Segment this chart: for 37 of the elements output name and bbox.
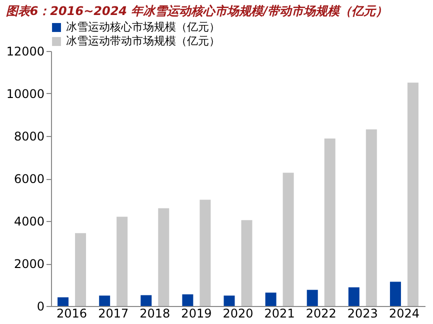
bar: [58, 297, 69, 306]
y-tick-label: 12000: [6, 44, 44, 58]
bar: [282, 172, 294, 306]
y-tick-label: 8000: [14, 130, 44, 144]
x-tick-label: 2021: [264, 306, 295, 320]
bar: [75, 233, 86, 306]
bar: [366, 129, 377, 306]
x-tick-label: 2016: [56, 306, 88, 320]
bar: [390, 282, 401, 306]
y-tick-label: 6000: [14, 172, 44, 186]
y-tick-label: 4000: [14, 214, 44, 228]
bar: [158, 208, 170, 306]
x-tick-label: 2020: [222, 306, 254, 320]
y-tick-label: 0: [36, 300, 44, 314]
legend-label: 冰雪运动核心市场规模（亿元）: [66, 20, 220, 34]
bar: [407, 82, 418, 306]
bar: [182, 294, 194, 306]
x-tick-label: 2018: [140, 306, 170, 320]
y-tick-label: 10000: [6, 87, 44, 101]
bar: [116, 216, 128, 306]
x-tick-label: 2024: [388, 306, 420, 320]
x-tick-label: 2023: [347, 306, 378, 320]
bar: [306, 290, 318, 306]
bar: [224, 296, 235, 306]
bar: [265, 292, 276, 306]
y-tick-label: 2000: [14, 257, 44, 271]
chart-title: 图表6：2016~2024 年冰雪运动核心市场规模/带动市场规模（亿元）: [6, 4, 388, 18]
x-tick-label: 2019: [181, 306, 212, 320]
bar: [99, 296, 110, 306]
bar: [200, 200, 211, 306]
legend-label: 冰雪运动带动市场规模（亿元）: [66, 34, 220, 48]
x-tick-label: 2017: [98, 306, 129, 320]
bar: [140, 295, 152, 306]
bar: [348, 287, 360, 306]
x-tick-label: 2022: [306, 306, 336, 320]
bar: [324, 138, 336, 306]
bar: [241, 220, 252, 306]
